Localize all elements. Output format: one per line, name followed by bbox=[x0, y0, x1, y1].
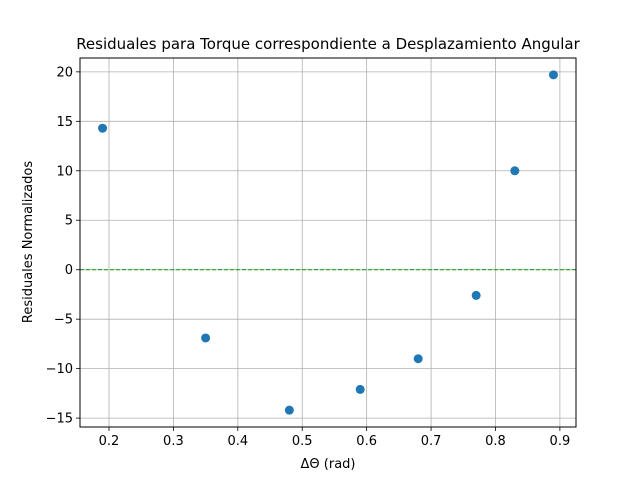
x-tick-label: 0.5 bbox=[292, 434, 313, 449]
x-tick-label: 0.9 bbox=[550, 434, 571, 449]
x-tick-label: 0.6 bbox=[356, 434, 377, 449]
data-point bbox=[355, 384, 365, 394]
y-tick-label: 15 bbox=[56, 115, 73, 130]
data-point bbox=[201, 333, 211, 343]
plot-frame bbox=[79, 57, 577, 428]
x-tick-label: 0.2 bbox=[99, 434, 120, 449]
y-tick-label: 20 bbox=[56, 65, 73, 80]
x-tick-label: 0.8 bbox=[485, 434, 506, 449]
x-tick-label: 0.7 bbox=[421, 434, 442, 449]
y-tick-label: −5 bbox=[54, 313, 73, 328]
y-tick-label: 5 bbox=[65, 214, 73, 229]
data-point bbox=[510, 166, 520, 176]
data-point bbox=[413, 354, 423, 364]
data-point bbox=[471, 290, 481, 300]
data-point bbox=[548, 70, 558, 80]
x-tick-label: 0.4 bbox=[227, 434, 248, 449]
y-tick-label: 0 bbox=[65, 263, 73, 278]
chart-title: Residuales para Torque correspondiente a… bbox=[76, 35, 580, 53]
y-tick-label: 10 bbox=[56, 164, 73, 179]
x-tick-label: 0.3 bbox=[163, 434, 184, 449]
grid-layer bbox=[80, 58, 576, 427]
x-ticks: 0.2 0.3 0.4 0.5 0.6 0.7 0.8 0.9 bbox=[99, 427, 571, 449]
y-ticks: −15 −10 −5 0 5 10 15 20 bbox=[46, 65, 80, 427]
y-tick-label: −15 bbox=[46, 412, 73, 427]
y-axis-label: Residuales Normalizados bbox=[21, 161, 36, 323]
data-point bbox=[284, 405, 294, 415]
x-axis-label: ΔΘ (rad) bbox=[301, 457, 356, 472]
y-tick-label: −10 bbox=[46, 362, 73, 377]
data-point bbox=[98, 123, 108, 133]
points-layer bbox=[98, 70, 558, 415]
